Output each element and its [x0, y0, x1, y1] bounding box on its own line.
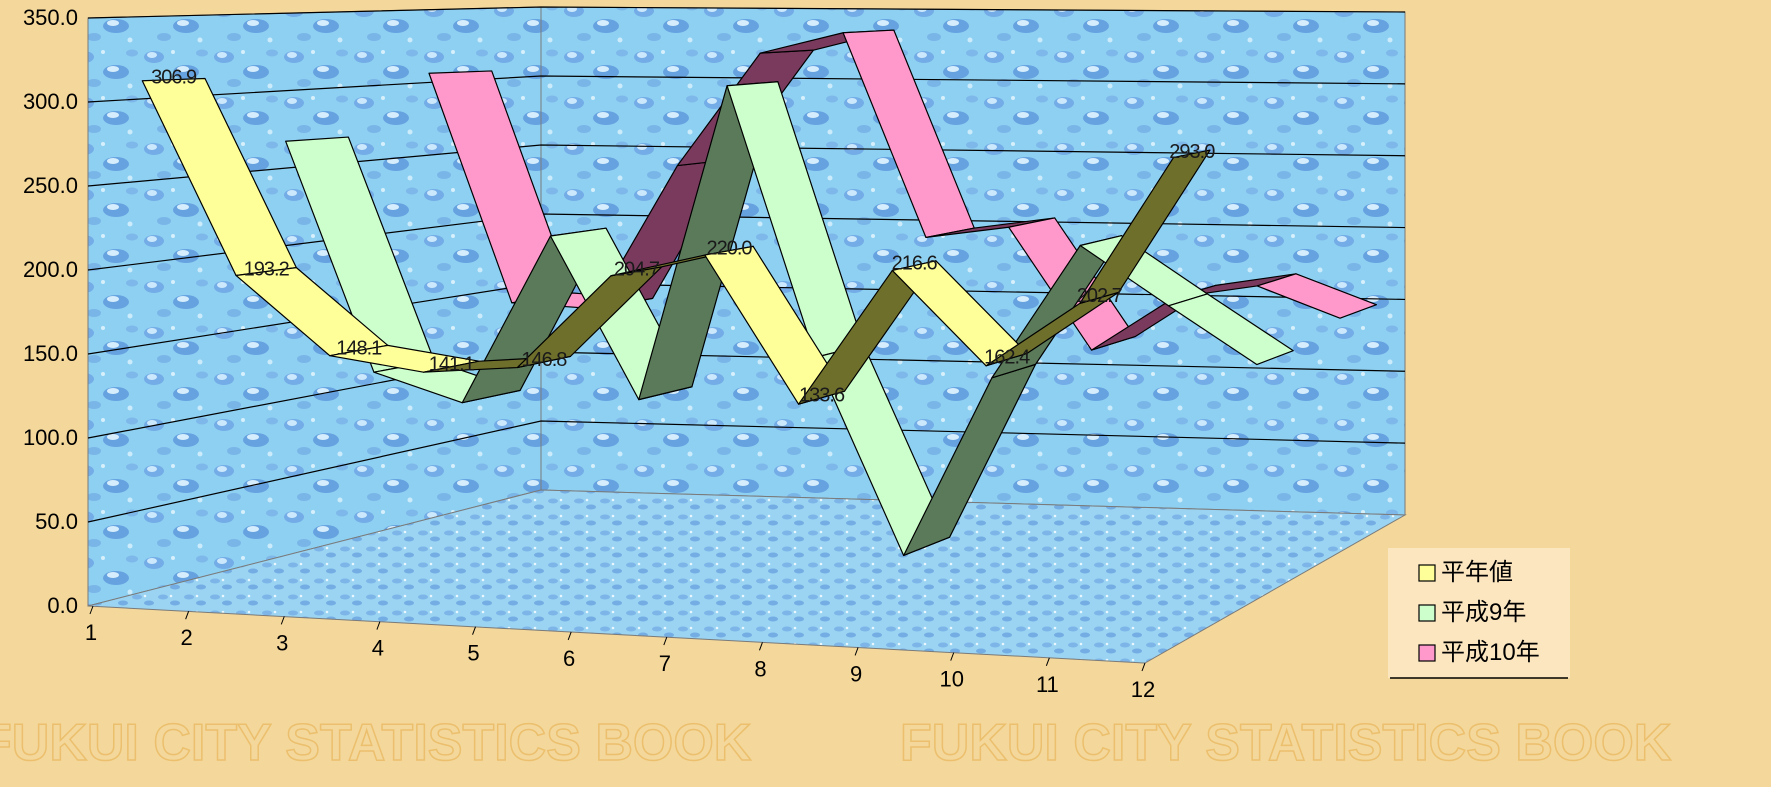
y-tick-label: 250.0: [23, 173, 78, 198]
legend-swatch: [1418, 604, 1436, 622]
gridline: [87, 420, 1406, 523]
x-tick-label: 8: [754, 656, 766, 681]
x-tick-mark: [758, 642, 763, 651]
x-tick-label: 7: [659, 651, 671, 676]
x-tick-label: 10: [939, 667, 963, 692]
data-label: 216.6: [892, 253, 938, 275]
series-segment: [1167, 293, 1294, 366]
data-label: 193.2: [244, 259, 290, 281]
plot-series: [141, 29, 1378, 557]
y-tick-label: 350.0: [23, 5, 78, 30]
y-tick-label: 0.0: [47, 593, 78, 618]
series-segment: [1256, 273, 1378, 319]
x-tick-mark: [1141, 662, 1146, 672]
x-tick-mark: [376, 621, 381, 630]
data-labels: 306.9 193.2 148.1 141.1 146.8 204.7 220.0 133.6…: [151, 67, 1216, 407]
x-tick-mark: [472, 626, 477, 635]
x-tick-label: 3: [276, 630, 288, 655]
x-tick-mark: [1045, 657, 1050, 666]
data-label: 133.6: [799, 385, 845, 407]
watermark: FUKUI CITY STATISTICS BOOK FUKUI CITY ST…: [0, 713, 1673, 773]
legend-label: 平年値: [1441, 559, 1513, 586]
y-tick-label: 50.0: [35, 509, 78, 534]
x-tick-mark: [280, 616, 285, 625]
data-label: 204.7: [614, 258, 660, 280]
x-tick-label: 1: [85, 620, 97, 645]
data-label: 146.8: [521, 349, 567, 371]
series-ribbon: [285, 81, 1294, 557]
data-label: 148.1: [336, 338, 382, 360]
gridline: [87, 75, 1406, 103]
legend-swatch: [1418, 644, 1436, 662]
y-tick-label: 150.0: [23, 341, 78, 366]
legend-label: 平成10年: [1441, 639, 1540, 666]
data-label: 220.0: [706, 238, 752, 260]
x-tick-mark: [89, 605, 94, 615]
watermark-text: FUKUI CITY STATISTICS BOOK: [900, 714, 1672, 772]
x-tick-mark: [950, 652, 955, 661]
y-tick-label: 200.0: [23, 257, 78, 282]
x-tick-mark: [854, 647, 859, 656]
y-tick-label: 100.0: [23, 425, 78, 450]
data-label: 162.4: [984, 347, 1030, 369]
x-tick-label: 12: [1131, 677, 1155, 702]
x-tick-label: 2: [181, 625, 193, 650]
series-ribbon: [141, 77, 1211, 405]
x-tick-label: 5: [467, 641, 479, 666]
y-tick-label: 300.0: [23, 89, 78, 114]
x-axis: 1 2 3 4 5 6 7 8 9 10 11 12: [85, 605, 1155, 702]
data-label: 141.1: [429, 354, 475, 376]
x-tick-label: 11: [1036, 672, 1059, 697]
x-tick-mark: [567, 631, 572, 641]
x-tick-label: 9: [850, 661, 862, 686]
watermark-text: FUKUI CITY STATISTICS BOOK: [0, 714, 752, 772]
x-tick-label: 6: [563, 646, 575, 671]
y-axis: 0.0 50.0 100.0 150.0 200.0 250.0 300.0 350.0: [23, 5, 78, 618]
legend-box: [1388, 548, 1570, 678]
x-tick-mark: [185, 611, 190, 620]
series-segment: [1079, 149, 1211, 304]
x-tick-label: 4: [372, 636, 384, 661]
chart-floor: [87, 489, 1407, 664]
x-tick-mark: [663, 636, 668, 646]
data-label: 293.0: [1169, 141, 1215, 163]
data-label: 202.7: [1077, 285, 1123, 307]
legend-swatch: [1418, 564, 1436, 582]
legend-label: 平成9年: [1441, 599, 1526, 626]
gridline: [87, 6, 1406, 19]
data-label: 306.9: [151, 67, 197, 89]
